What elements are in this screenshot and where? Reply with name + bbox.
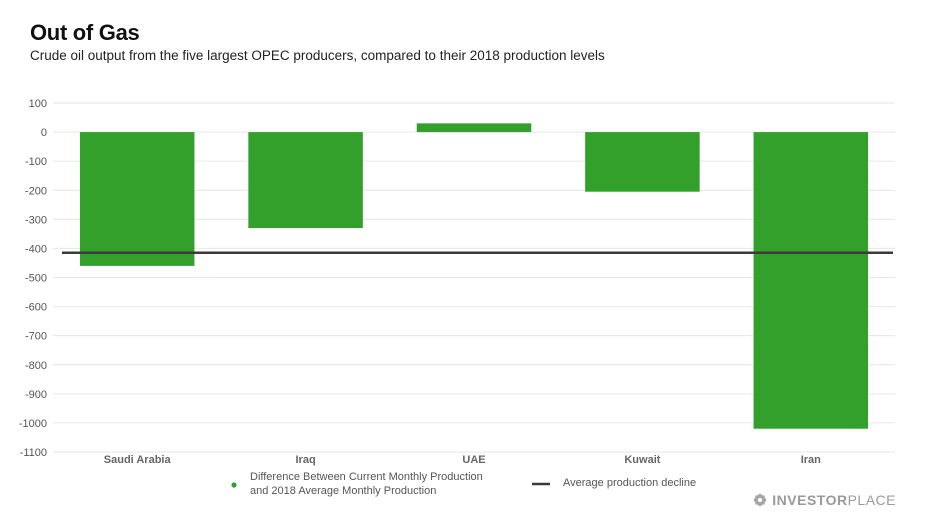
bar-saudi-arabia bbox=[79, 132, 195, 266]
brand-name-light: PLACE bbox=[847, 492, 896, 508]
y-tick-label: -200 bbox=[25, 185, 47, 197]
x-category-label: Saudi Arabia bbox=[104, 454, 172, 466]
y-tick-label: -400 bbox=[25, 243, 47, 255]
brand-name-bold: INVESTOR bbox=[772, 492, 848, 508]
y-tick-label: -1000 bbox=[19, 418, 47, 430]
bar-uae bbox=[416, 123, 532, 133]
y-tick-label: -900 bbox=[25, 389, 47, 401]
x-category-label: Iran bbox=[801, 454, 821, 466]
y-tick-label: 100 bbox=[29, 98, 47, 110]
legend-line-label: Average production decline bbox=[563, 477, 696, 489]
y-tick-label: -300 bbox=[25, 214, 47, 226]
bars bbox=[79, 123, 869, 429]
chart-subtitle: Crude oil output from the five largest O… bbox=[30, 48, 605, 63]
legend-bar-label-line1: Difference Between Current Monthly Produ… bbox=[250, 471, 483, 483]
x-category-label: UAE bbox=[462, 454, 485, 466]
brand-flower-icon bbox=[754, 493, 767, 507]
legend-bar-marker bbox=[231, 482, 237, 488]
x-category-label: Kuwait bbox=[624, 454, 660, 466]
y-tick-label: -100 bbox=[25, 156, 47, 168]
chart-title: Out of Gas bbox=[30, 20, 140, 45]
x-axis-labels: Saudi Arabia Iraq UAE Kuwait Iran bbox=[104, 454, 821, 466]
brand-logo: INVESTORPLACE bbox=[753, 492, 896, 508]
legend-bar-label-line2: and 2018 Average Monthly Production bbox=[250, 485, 436, 497]
y-tick-label: -500 bbox=[25, 273, 47, 285]
y-tick-label: -700 bbox=[25, 331, 47, 343]
y-axis-ticks: 100 0 -100 -200 -300 -400 -500 -600 -700 -800 -900… bbox=[19, 98, 47, 459]
y-tick-label: -1100 bbox=[20, 447, 47, 459]
y-tick-label: -800 bbox=[25, 360, 47, 372]
x-category-label: Iraq bbox=[296, 454, 316, 466]
y-tick-label: -600 bbox=[25, 302, 47, 314]
bar-kuwait bbox=[585, 132, 700, 192]
legend: Difference Between Current Monthly Produ… bbox=[231, 471, 696, 497]
bar-iran bbox=[753, 132, 869, 429]
y-tick-label: 0 bbox=[41, 127, 47, 139]
bar-iraq bbox=[248, 132, 363, 229]
